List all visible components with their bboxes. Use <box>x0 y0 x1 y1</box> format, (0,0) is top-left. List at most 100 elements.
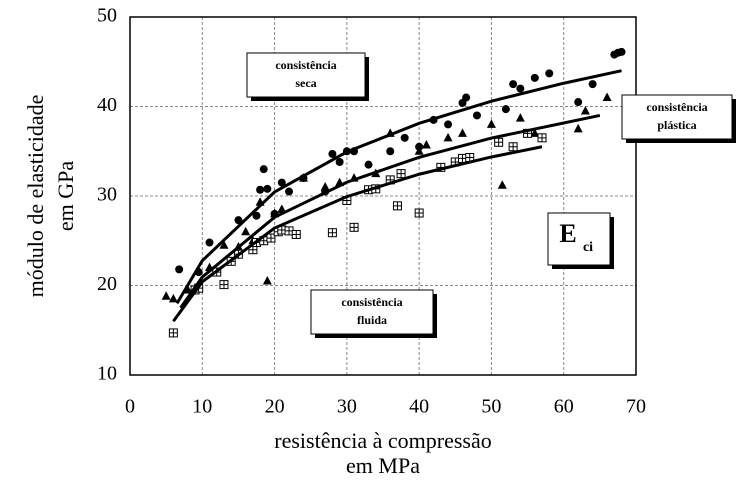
point-cross <box>509 142 518 151</box>
point <box>617 47 626 56</box>
point <box>205 238 214 247</box>
x-axis-label: resistência à compressão <box>274 428 491 453</box>
point <box>364 160 373 169</box>
point <box>328 149 337 158</box>
annotation: seca <box>295 76 316 90</box>
point-cross <box>415 209 424 218</box>
annotation-box <box>246 52 366 98</box>
point <box>277 204 287 213</box>
point <box>516 84 525 93</box>
point-cross <box>285 226 294 235</box>
plot-frame <box>129 16 637 376</box>
point <box>335 157 344 166</box>
point-cross <box>328 228 337 237</box>
point-cross <box>393 201 402 210</box>
point <box>320 182 330 191</box>
point <box>168 328 178 338</box>
point <box>327 228 337 238</box>
annotation-box <box>621 94 733 140</box>
point <box>219 280 229 290</box>
point <box>219 240 229 249</box>
point <box>266 233 276 243</box>
point <box>277 178 286 187</box>
annotation: E <box>559 219 576 248</box>
point <box>414 146 424 155</box>
annotation-subscript: ci <box>583 240 593 255</box>
point <box>444 120 453 129</box>
annotation-box <box>547 212 611 266</box>
point <box>386 147 395 156</box>
point <box>161 291 171 300</box>
x-axis-label: em MPa <box>346 453 420 478</box>
point <box>349 222 359 232</box>
point <box>234 216 243 225</box>
point <box>588 80 597 89</box>
annotation: consistência <box>646 100 707 114</box>
y-tick-label: 40 <box>97 94 117 116</box>
point <box>573 123 583 133</box>
x-tick-label: 30 <box>337 396 357 418</box>
point <box>421 139 431 149</box>
point <box>168 293 178 303</box>
annotation: plástica <box>657 118 696 132</box>
point <box>263 184 272 193</box>
point <box>574 98 583 107</box>
point <box>494 137 504 147</box>
point <box>175 265 184 274</box>
y-axis-label: em GPa <box>53 161 78 232</box>
point <box>545 69 554 78</box>
point <box>508 142 518 152</box>
x-tick-label: 10 <box>192 396 212 418</box>
point-cross <box>266 234 275 243</box>
point <box>602 92 612 102</box>
fit-curve <box>172 145 543 323</box>
x-tick-label: 40 <box>409 396 429 418</box>
y-tick-label: 10 <box>97 363 117 385</box>
point <box>285 187 294 196</box>
point <box>462 93 471 102</box>
point <box>262 276 272 285</box>
point <box>530 73 539 82</box>
point <box>509 80 518 89</box>
point-cross <box>465 153 474 162</box>
point <box>392 201 402 211</box>
point-cross <box>458 154 467 163</box>
point <box>241 226 251 236</box>
x-tick-label: 50 <box>481 396 501 418</box>
fit-curve <box>175 69 622 305</box>
point-cross <box>219 280 228 289</box>
point <box>259 165 268 174</box>
point <box>530 128 540 137</box>
point-cross <box>350 223 359 232</box>
point <box>497 180 507 189</box>
point <box>486 119 496 128</box>
point <box>458 128 468 137</box>
point <box>414 208 424 218</box>
point <box>291 229 301 239</box>
point-cross <box>538 133 547 142</box>
y-tick-label: 50 <box>97 5 117 27</box>
y-tick-label: 30 <box>97 184 117 206</box>
point-cross <box>494 138 503 147</box>
y-tick-label: 20 <box>97 273 117 295</box>
point <box>400 133 409 142</box>
annotation: consistência <box>341 295 402 309</box>
point <box>537 133 547 143</box>
point-cross <box>169 328 178 337</box>
point-cross <box>397 169 406 178</box>
point-cross <box>277 226 286 235</box>
x-tick-label: 20 <box>265 396 285 418</box>
point-cross <box>259 236 268 245</box>
x-tick-label: 0 <box>125 396 135 418</box>
point <box>256 185 265 194</box>
x-tick-label: 60 <box>554 396 574 418</box>
x-tick-label: 70 <box>626 396 646 418</box>
annotation-box <box>310 289 434 335</box>
point <box>443 132 453 142</box>
point <box>501 105 510 114</box>
point <box>396 169 406 179</box>
point <box>515 113 525 122</box>
point <box>252 211 261 220</box>
annotation: fluida <box>357 313 387 327</box>
